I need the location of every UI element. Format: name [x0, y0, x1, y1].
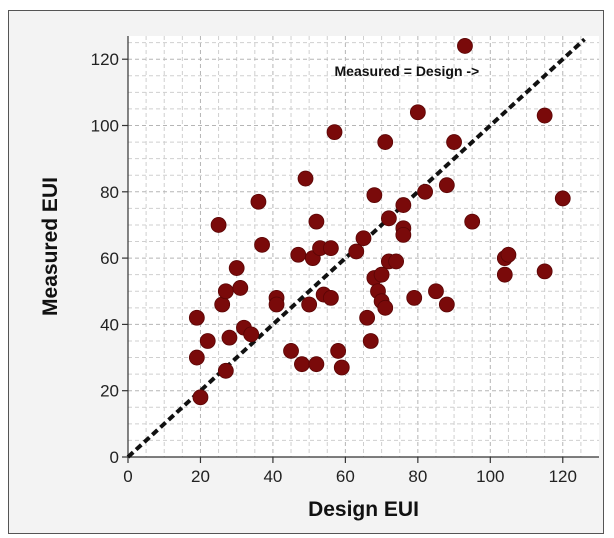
y-tick-label: 0: [110, 448, 119, 467]
data-point: [348, 243, 365, 260]
data-point: [438, 177, 455, 194]
data-point: [464, 213, 481, 230]
data-point: [188, 349, 205, 366]
data-point: [380, 210, 397, 227]
scatter-chart: 0 20 40 60 80 100 120 0 20 40 60 80 100 120 Measured…: [39, 36, 599, 521]
x-tick-label: 20: [191, 467, 210, 486]
data-point: [214, 296, 231, 313]
y-axis-title: Measured EUI: [39, 177, 62, 316]
x-tick-label: 120: [549, 467, 577, 486]
data-point: [192, 389, 209, 406]
y-tick-label: 40: [100, 315, 119, 334]
data-point: [199, 333, 216, 349]
y-tick-label: 80: [100, 183, 119, 202]
x-axis-title: Design EUI: [308, 498, 419, 521]
y-tick-labels: 0 20 40 60 80 100 120: [91, 50, 119, 467]
data-point: [446, 134, 462, 150]
grid-lines: [128, 36, 599, 457]
data-point: [417, 183, 433, 200]
data-point: [362, 333, 379, 349]
data-point: [457, 38, 473, 54]
x-tick-label: 40: [263, 467, 282, 486]
data-points: [188, 38, 571, 406]
data-point: [373, 266, 390, 283]
data-point: [428, 283, 444, 300]
data-point: [188, 309, 205, 326]
y-tick-label: 100: [91, 117, 119, 136]
data-point: [301, 296, 318, 313]
reference-annotation: Measured = Design ->: [335, 63, 480, 79]
data-point: [536, 107, 553, 124]
y-tick-label: 60: [100, 249, 119, 268]
x-tick-label: 0: [123, 467, 132, 486]
data-point: [322, 240, 339, 257]
data-point: [268, 296, 285, 313]
data-point: [294, 356, 310, 373]
data-point: [210, 217, 227, 233]
x-tick-label: 100: [476, 467, 504, 486]
data-point: [243, 326, 260, 343]
data-point: [355, 230, 372, 247]
data-point: [395, 197, 412, 213]
data-point: [333, 359, 350, 376]
data-point: [232, 280, 249, 296]
data-point: [438, 296, 455, 313]
data-point: [359, 309, 376, 326]
data-point: [377, 299, 394, 316]
x-tick-labels: 0 20 40 60 80 100 120: [123, 467, 577, 486]
data-point: [366, 187, 383, 204]
data-point: [496, 266, 513, 283]
axes: [127, 36, 599, 458]
data-point: [228, 260, 245, 276]
data-point: [250, 193, 267, 210]
y-tick-label: 120: [91, 50, 119, 69]
data-point: [221, 329, 238, 346]
data-point: [297, 170, 314, 187]
data-point: [388, 253, 405, 270]
data-point: [406, 289, 423, 306]
data-point: [290, 246, 307, 263]
data-point: [217, 362, 234, 379]
y-tick-label: 20: [100, 382, 119, 401]
x-tick-label: 60: [336, 467, 355, 486]
data-point: [326, 124, 343, 141]
data-point: [395, 226, 412, 243]
data-point: [254, 236, 270, 253]
x-tick-label: 80: [408, 467, 427, 486]
chart-frame: 0 20 40 60 80 100 120 0 20 40 60 80 100 120 Measured…: [8, 10, 604, 534]
data-point: [283, 343, 299, 359]
data-point: [500, 246, 517, 263]
data-point: [217, 283, 234, 300]
data-point: [322, 289, 339, 306]
data-point: [409, 104, 426, 121]
data-point: [536, 263, 553, 280]
tick-marks: [122, 58, 564, 463]
data-point: [308, 356, 325, 373]
data-point: [330, 343, 347, 359]
data-point: [377, 134, 394, 150]
data-point: [308, 213, 325, 230]
data-point: [554, 190, 571, 207]
